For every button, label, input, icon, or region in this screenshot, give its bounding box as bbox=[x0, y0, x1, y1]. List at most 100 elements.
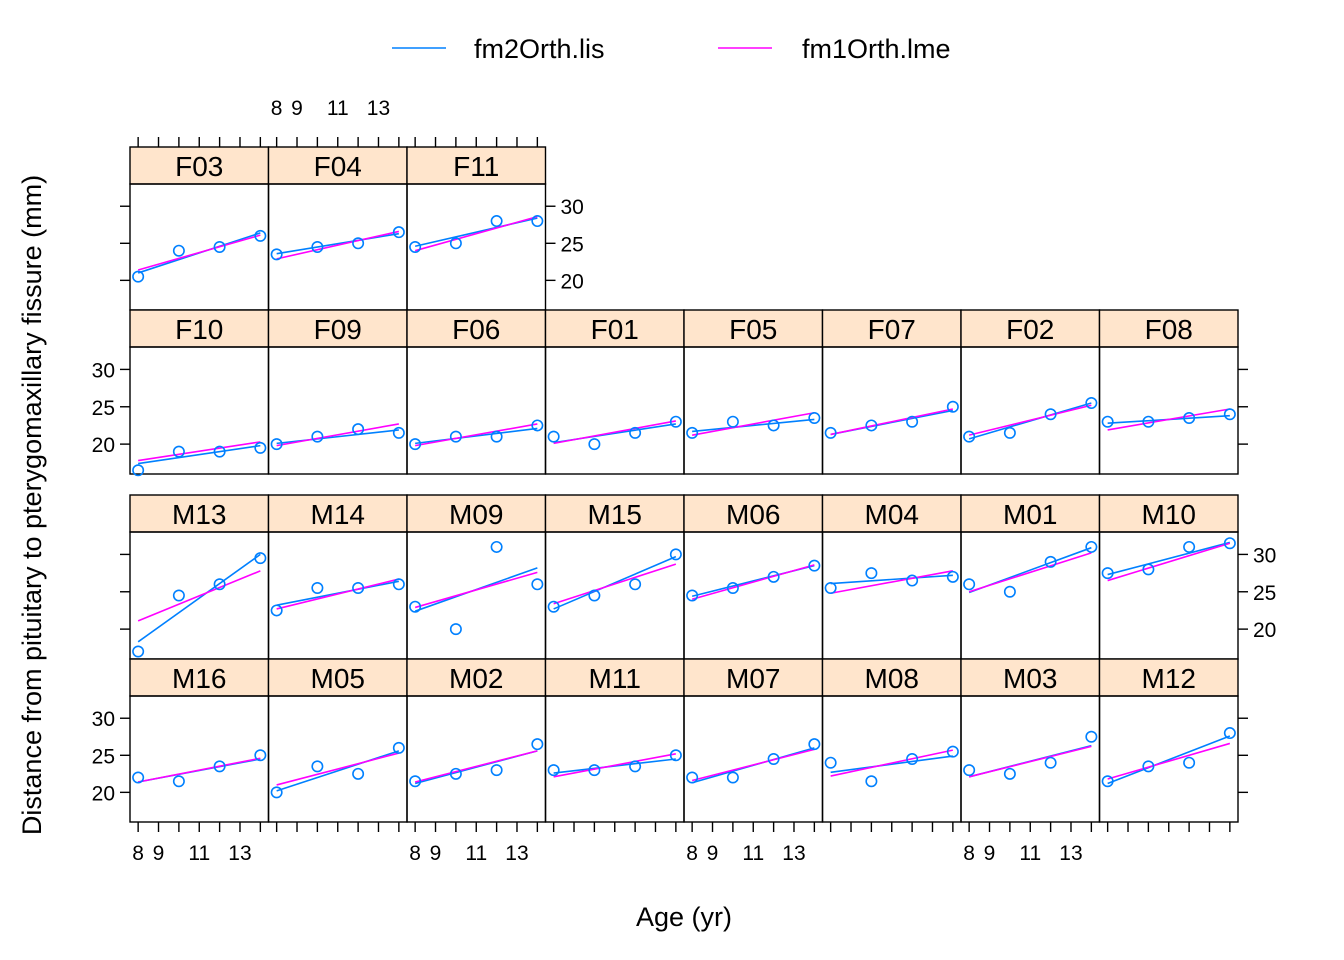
panel-frame bbox=[960, 531, 1101, 660]
fit-line-lis bbox=[138, 444, 261, 465]
data-point bbox=[629, 578, 642, 591]
y-tick-label: 20 bbox=[92, 782, 115, 805]
fit-line-lme bbox=[691, 748, 815, 782]
data-point bbox=[1142, 415, 1155, 428]
x-tick-label: 9 bbox=[153, 842, 165, 865]
fit-line-lis bbox=[830, 574, 953, 585]
fit-line-lme bbox=[691, 564, 815, 601]
data-point bbox=[1003, 426, 1016, 439]
x-tick-label: 8 bbox=[963, 842, 975, 865]
panel-f04: F04 bbox=[267, 146, 408, 311]
panel-strip bbox=[267, 658, 408, 697]
panel-m14: M14 bbox=[267, 494, 408, 660]
panel-m13: M13 bbox=[129, 494, 270, 660]
panel-strip-label: F05 bbox=[729, 314, 777, 345]
data-point bbox=[352, 582, 365, 595]
panels: F03 F04 F11 F10 F09 F06 F01 F05 F07 F02 F08 M13 M14 M… bbox=[129, 146, 1239, 823]
data-point bbox=[490, 215, 503, 228]
panel-strip-label: M10 bbox=[1142, 499, 1196, 530]
data-point bbox=[686, 426, 699, 439]
data-point bbox=[1003, 585, 1016, 598]
panel-strip bbox=[129, 309, 270, 348]
fit-line-lis bbox=[415, 427, 538, 445]
data-point bbox=[409, 241, 422, 254]
data-point bbox=[1101, 775, 1114, 788]
data-point bbox=[531, 215, 544, 228]
y-tick-label: 30 bbox=[92, 708, 115, 731]
panel-f10: F10 bbox=[129, 309, 270, 477]
panel-strip bbox=[129, 494, 270, 533]
x-tick-label: 11 bbox=[1019, 842, 1041, 865]
panel-strip bbox=[406, 146, 547, 185]
panel-strip-label: F11 bbox=[453, 151, 499, 182]
panel-frame bbox=[683, 346, 824, 475]
data-point bbox=[132, 270, 145, 283]
data-point bbox=[392, 426, 405, 439]
data-point bbox=[1044, 555, 1057, 568]
data-point bbox=[172, 244, 185, 257]
data-point bbox=[392, 226, 405, 239]
panel-strip bbox=[406, 494, 547, 533]
x-axis-bottom-col7 bbox=[1106, 822, 1231, 832]
data-point bbox=[132, 771, 145, 784]
data-point bbox=[1044, 756, 1057, 769]
panel-m07: M07 bbox=[683, 658, 824, 823]
fit-line-lis bbox=[553, 555, 677, 610]
panel-strip bbox=[544, 309, 685, 348]
fit-line-lme bbox=[553, 420, 676, 445]
x-tick-label: 9 bbox=[707, 842, 719, 865]
panel-strip bbox=[1098, 494, 1239, 533]
data-point bbox=[629, 426, 642, 439]
y-axis-right-row1 bbox=[1238, 368, 1248, 445]
fit-line-lme bbox=[276, 752, 400, 786]
data-point bbox=[808, 559, 821, 572]
x-axis-top-col1: 8 9 11 13 bbox=[271, 97, 400, 147]
data-point bbox=[865, 419, 878, 432]
fit-line-lme bbox=[968, 404, 1092, 436]
panel-f05: F05 bbox=[683, 309, 824, 475]
y-tick-label: 30 bbox=[561, 196, 584, 219]
data-point bbox=[1183, 411, 1196, 424]
data-point bbox=[865, 775, 878, 788]
data-point bbox=[669, 548, 682, 561]
panel-frame bbox=[267, 695, 408, 823]
data-point bbox=[270, 604, 283, 617]
data-point bbox=[726, 582, 739, 595]
panel-m08: M08 bbox=[821, 658, 962, 823]
panel-f08: F08 bbox=[1098, 309, 1239, 475]
y-tick-label: 25 bbox=[92, 397, 115, 420]
panel-f01: F01 bbox=[544, 309, 685, 475]
x-tick-label: 8 bbox=[409, 842, 421, 865]
fit-line-lme bbox=[137, 234, 261, 271]
data-point bbox=[1003, 767, 1016, 780]
data-point bbox=[808, 738, 821, 751]
data-point bbox=[1223, 537, 1236, 550]
data-point bbox=[865, 567, 878, 580]
fit-line-lis bbox=[830, 755, 953, 774]
panel-m03: M03 bbox=[960, 658, 1101, 823]
data-point bbox=[311, 760, 324, 773]
panel-strip-label: M07 bbox=[726, 663, 780, 694]
data-point bbox=[449, 767, 462, 780]
panel-strip-label: F06 bbox=[452, 314, 500, 345]
data-point bbox=[392, 741, 405, 754]
panel-frame bbox=[267, 531, 408, 660]
data-point bbox=[172, 445, 185, 458]
y-tick-label: 20 bbox=[561, 270, 584, 293]
panel-strip-label: M14 bbox=[311, 499, 365, 530]
panel-frame bbox=[267, 183, 408, 311]
panel-m09: M09 bbox=[406, 494, 547, 660]
y-axis-right-row3 bbox=[1238, 717, 1248, 794]
data-point bbox=[449, 623, 462, 636]
axes: 8 9 11 13 8 9 11 13 8 9 11 13 8 9 11 138 9 11 132025302025… bbox=[92, 97, 1277, 865]
data-point bbox=[824, 582, 837, 595]
fit-line-lis bbox=[276, 750, 400, 792]
panel-strip-label: F04 bbox=[314, 151, 362, 182]
data-point bbox=[906, 752, 919, 765]
fit-line-lis bbox=[137, 553, 261, 643]
data-point bbox=[1142, 563, 1155, 576]
y-tick-label: 30 bbox=[92, 359, 115, 382]
data-point bbox=[686, 589, 699, 602]
y-tick-label: 30 bbox=[1253, 544, 1276, 567]
data-point bbox=[629, 760, 642, 773]
